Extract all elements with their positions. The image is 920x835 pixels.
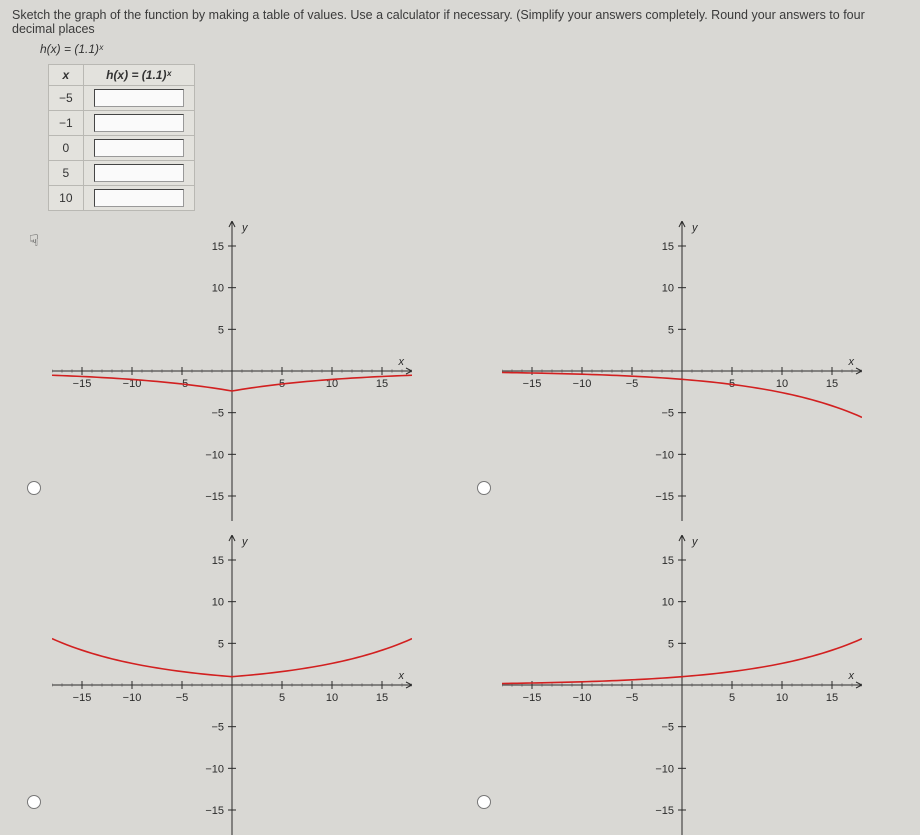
x-cell: 10 xyxy=(49,186,84,211)
svg-text:x: x xyxy=(848,670,855,682)
svg-text:15: 15 xyxy=(826,378,838,390)
svg-text:−15: −15 xyxy=(205,805,224,817)
svg-text:−15: −15 xyxy=(523,692,542,704)
graph-option-a[interactable] xyxy=(27,481,41,495)
svg-text:15: 15 xyxy=(376,692,388,704)
hand-pointer-icon: ☟ xyxy=(29,231,39,251)
svg-text:−15: −15 xyxy=(655,805,674,817)
x-cell: −5 xyxy=(49,86,84,111)
svg-text:y: y xyxy=(691,222,699,234)
svg-text:5: 5 xyxy=(668,638,674,650)
x-cell: −1 xyxy=(49,111,84,136)
svg-text:y: y xyxy=(241,222,249,234)
chart-grid: ☟ −15 −10 −5 5 10 15 −15 −10 −5 5 10 15 y x −15 −10 −5 5… xyxy=(22,221,908,835)
value-table-wrap: x h(x) = (1.1)ˣ −5 −1 0 5 10 xyxy=(48,64,908,211)
svg-text:x: x xyxy=(398,670,405,682)
fx-input-2[interactable] xyxy=(94,139,184,157)
fx-input-1[interactable] xyxy=(94,114,184,132)
svg-text:−5: −5 xyxy=(626,692,639,704)
graph-option-d[interactable] xyxy=(477,795,491,809)
svg-text:5: 5 xyxy=(218,638,224,650)
svg-text:10: 10 xyxy=(326,692,338,704)
svg-text:15: 15 xyxy=(376,378,388,390)
svg-text:5: 5 xyxy=(668,324,674,336)
chart-a: −15−10−551015−15−10−551015yx xyxy=(52,221,412,521)
fx-input-3[interactable] xyxy=(94,164,184,182)
svg-text:10: 10 xyxy=(662,597,674,609)
svg-text:x: x xyxy=(398,356,405,368)
svg-text:10: 10 xyxy=(212,597,224,609)
svg-text:5: 5 xyxy=(218,324,224,336)
chart-b: −15−10−551015−15−10−551015yx xyxy=(502,221,862,521)
x-cell: 0 xyxy=(49,136,84,161)
svg-text:y: y xyxy=(241,536,249,548)
svg-text:15: 15 xyxy=(826,692,838,704)
col-fx-header: h(x) = (1.1)ˣ xyxy=(83,65,194,86)
svg-text:15: 15 xyxy=(662,555,674,567)
function-label: h(x) = (1.1)ˣ xyxy=(40,42,908,56)
fx-input-0[interactable] xyxy=(94,89,184,107)
svg-text:x: x xyxy=(848,356,855,368)
svg-text:−10: −10 xyxy=(205,449,224,461)
svg-text:15: 15 xyxy=(662,241,674,253)
svg-text:y: y xyxy=(691,536,699,548)
svg-text:−15: −15 xyxy=(523,378,542,390)
x-cell: 5 xyxy=(49,161,84,186)
svg-text:−10: −10 xyxy=(573,378,592,390)
svg-text:5: 5 xyxy=(279,692,285,704)
svg-text:−10: −10 xyxy=(655,763,674,775)
value-table: x h(x) = (1.1)ˣ −5 −1 0 5 10 xyxy=(48,64,195,211)
svg-text:10: 10 xyxy=(776,692,788,704)
svg-text:−10: −10 xyxy=(655,449,674,461)
svg-text:15: 15 xyxy=(212,241,224,253)
chart-c: −15 −10 −5 5 10 15 −15 −10 −5 5 10 15 y x xyxy=(52,535,412,835)
svg-text:15: 15 xyxy=(212,555,224,567)
svg-text:−5: −5 xyxy=(211,722,224,734)
svg-text:−5: −5 xyxy=(176,692,189,704)
svg-text:−5: −5 xyxy=(626,378,639,390)
svg-text:−15: −15 xyxy=(205,491,224,503)
svg-text:−15: −15 xyxy=(73,692,92,704)
svg-text:10: 10 xyxy=(662,283,674,295)
svg-text:−15: −15 xyxy=(73,378,92,390)
question-prompt: Sketch the graph of the function by maki… xyxy=(12,8,908,36)
fx-input-4[interactable] xyxy=(94,189,184,207)
svg-text:5: 5 xyxy=(729,692,735,704)
svg-text:−10: −10 xyxy=(573,692,592,704)
graph-option-b[interactable] xyxy=(477,481,491,495)
svg-text:−5: −5 xyxy=(211,408,224,420)
svg-text:−10: −10 xyxy=(205,763,224,775)
svg-text:−5: −5 xyxy=(661,722,674,734)
col-x-header: x xyxy=(49,65,84,86)
svg-text:10: 10 xyxy=(212,283,224,295)
svg-text:−10: −10 xyxy=(123,692,142,704)
svg-text:−15: −15 xyxy=(655,491,674,503)
svg-text:10: 10 xyxy=(776,378,788,390)
graph-option-c[interactable] xyxy=(27,795,41,809)
chart-d: −15 −10 −5 5 10 15 −15 −10 −5 5 10 15 y x xyxy=(502,535,862,835)
svg-text:−5: −5 xyxy=(661,408,674,420)
